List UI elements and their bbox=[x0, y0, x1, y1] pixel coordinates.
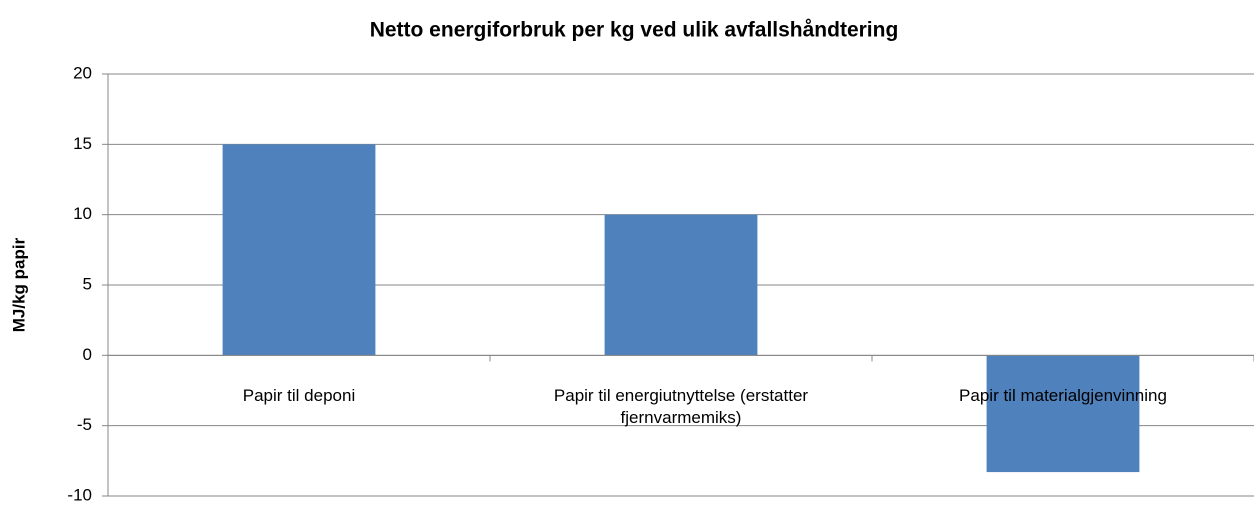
x-tick-label: Papir til energiutnyttelse (erstatter fj… bbox=[553, 386, 809, 428]
y-tick-label: 10 bbox=[73, 204, 92, 223]
y-tick-label: 5 bbox=[83, 274, 92, 293]
y-tick-label: 0 bbox=[83, 345, 92, 364]
y-tick-label: -10 bbox=[67, 485, 92, 504]
bar bbox=[604, 214, 758, 356]
y-tick-label: 15 bbox=[73, 134, 92, 153]
y-tick-label: -5 bbox=[77, 415, 92, 434]
x-tick-label: Papir til materialgjenvinning bbox=[959, 386, 1167, 406]
y-tick-label: 20 bbox=[73, 63, 92, 82]
x-tick-label: Papir til deponi bbox=[242, 386, 356, 406]
y-axis-label: MJ/kg papir bbox=[9, 237, 28, 332]
bar bbox=[222, 144, 376, 356]
chart-title: Netto energiforbruk per kg ved ulik avfa… bbox=[370, 19, 899, 42]
bar bbox=[986, 355, 1140, 473]
